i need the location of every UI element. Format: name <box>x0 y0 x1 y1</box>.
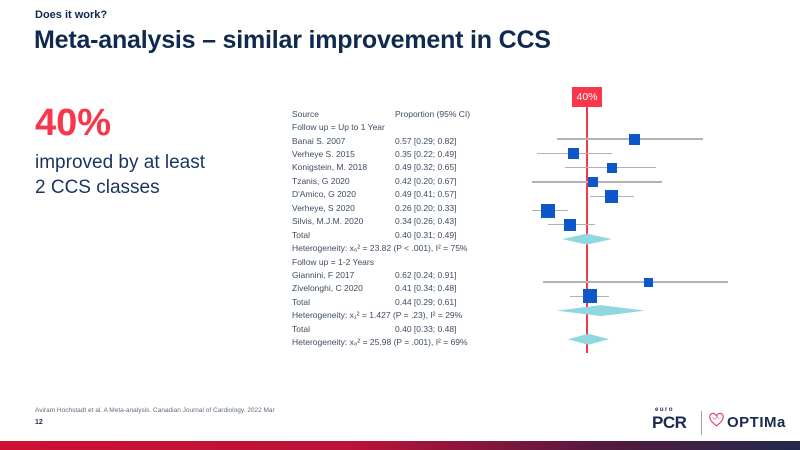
highlight-caption: improved by at least 2 CCS classes <box>35 152 206 199</box>
ci-cell: 0.26 [0.20; 0.33] <box>395 202 457 213</box>
forest-point <box>628 133 640 145</box>
table-row-study: Zivelonghi, C 2020 0.41 [0.34; 0.48] <box>292 282 497 295</box>
source-cell: Tzanis, G 2020 <box>292 175 350 186</box>
source-cell: Silvis, M.J.M. 2020 <box>292 216 364 227</box>
table-row-study: Tzanis, G 2020 0.42 [0.20; 0.67] <box>292 174 497 187</box>
table-row-study: D'Amico, G 2020 0.49 [0.41; 0.57] <box>292 188 497 201</box>
source-cell: Heterogeneity: x₁² = 1.427 (P = .23), I²… <box>292 310 463 321</box>
forest-point <box>643 277 653 287</box>
col-proportion: Proportion (95% CI) <box>395 108 471 119</box>
table-row-study: Banai S. 2007 0.57 [0.29; 0.82] <box>292 134 497 147</box>
table-row-study: Konigstein, M. 2018 0.49 [0.32; 0.65] <box>292 161 497 174</box>
col-source: Source <box>292 108 319 119</box>
ci-cell: 0.57 [0.29; 0.82] <box>395 135 457 146</box>
optima-logo-text: OPTIMa <box>727 413 786 431</box>
table-row-group: Follow up = Up to 1 Year <box>292 120 497 133</box>
table-header-row: Source Proportion (95% CI) <box>292 107 497 120</box>
page-title: Meta-analysis – similar improvement in C… <box>34 26 551 54</box>
table-row-study: Silvis, M.J.M. 2020 0.34 [0.26; 0.43] <box>292 215 497 228</box>
pooled-diamond <box>556 305 646 317</box>
table-row-het: Heterogeneity: x₈² = 25.98 (P = .001), I… <box>292 335 497 348</box>
forest-point <box>587 176 598 187</box>
source-cell: Konigstein, M. 2018 <box>292 162 368 173</box>
table-row-total: Total 0.40 [0.33; 0.48] <box>292 322 497 335</box>
table-row-het: Heterogeneity: x₆² = 23.82 (P < .001), I… <box>292 241 497 254</box>
ci-cell: 0.35 [0.22; 0.49] <box>395 149 457 160</box>
source-cell: Zivelonghi, C 2020 <box>292 283 363 294</box>
europcr-logo-main: PCR <box>652 413 687 432</box>
pooled-diamond <box>567 333 610 345</box>
ci-cell: 0.62 [0.24; 0.91] <box>395 269 457 280</box>
source-cell: Total <box>292 296 310 307</box>
source-cell: Total <box>292 323 310 334</box>
source-cell: Banai S. 2007 <box>292 135 346 146</box>
table-row-study: Giannini, F 2017 0.62 [0.24; 0.91] <box>292 268 497 281</box>
forest-point <box>606 162 617 173</box>
reference-line-label: 40% <box>572 87 603 107</box>
ci-cell: 0.34 [0.26; 0.43] <box>395 216 457 227</box>
source-cell: Total <box>292 229 310 240</box>
ci-cell: 0.49 [0.32; 0.65] <box>395 162 457 173</box>
forest-plot: 40% <box>490 87 775 363</box>
ci-cell: 0.44 [0.29; 0.61] <box>395 296 457 307</box>
reference-line <box>586 106 589 353</box>
page-number: 12 <box>35 419 43 426</box>
forest-point <box>567 147 579 159</box>
ci-cell: 0.41 [0.34; 0.48] <box>395 283 457 294</box>
source-cell: Follow up = Up to 1 Year <box>292 122 385 133</box>
ci-cell: 0.42 [0.20; 0.67] <box>395 175 457 186</box>
source-cell: Heterogeneity: x₈² = 25.98 (P = .001), I… <box>292 337 468 348</box>
source-cell: D'Amico, G 2020 <box>292 189 356 200</box>
source-cell: Verheye, S 2020 <box>292 202 355 213</box>
europcr-logo: euro PCR <box>652 407 687 432</box>
table-row-total: Total 0.44 [0.29; 0.61] <box>292 295 497 308</box>
source-cell: Follow up = 1-2 Years <box>292 256 374 267</box>
source-cell: Heterogeneity: x₆² = 23.82 (P < .001), I… <box>292 243 468 254</box>
ci-cell: 0.40 [0.33; 0.48] <box>395 323 457 334</box>
table-row-total: Total 0.40 [0.31; 0.49] <box>292 228 497 241</box>
forest-point <box>605 189 619 203</box>
ci-cell: 0.40 [0.31; 0.49] <box>395 229 457 240</box>
table-row-group: Follow up = 1-2 Years <box>292 255 497 268</box>
table-row-study: Verheye S. 2015 0.35 [0.22; 0.49] <box>292 147 497 160</box>
highlight-value: 40% <box>35 102 112 144</box>
kicker-text: Does it work? <box>35 9 108 21</box>
bottom-gradient-bar <box>0 441 800 450</box>
pooled-diamond <box>562 233 612 245</box>
source-cell: Verheye S. 2015 <box>292 149 355 160</box>
forest-point <box>564 218 577 231</box>
heart-icon <box>708 411 725 433</box>
ci-line <box>542 281 729 283</box>
forest-table: Source Proportion (95% CI) Follow up = Up … <box>292 107 497 349</box>
forest-point <box>582 289 597 304</box>
ci-cell: 0.49 [0.41; 0.57] <box>395 189 457 200</box>
europcr-logo-top: euro <box>655 407 675 413</box>
table-row-study: Verheye, S 2020 0.26 [0.20; 0.33] <box>292 201 497 214</box>
optima-logo: OPTIMa <box>708 411 786 433</box>
table-row-het: Heterogeneity: x₁² = 1.427 (P = .23), I²… <box>292 309 497 322</box>
forest-point <box>541 203 556 218</box>
logo-divider <box>701 411 703 435</box>
source-cell: Giannini, F 2017 <box>292 269 355 280</box>
citation-text: Aviram Hochstadt et al. A Meta-analysis.… <box>35 407 275 414</box>
